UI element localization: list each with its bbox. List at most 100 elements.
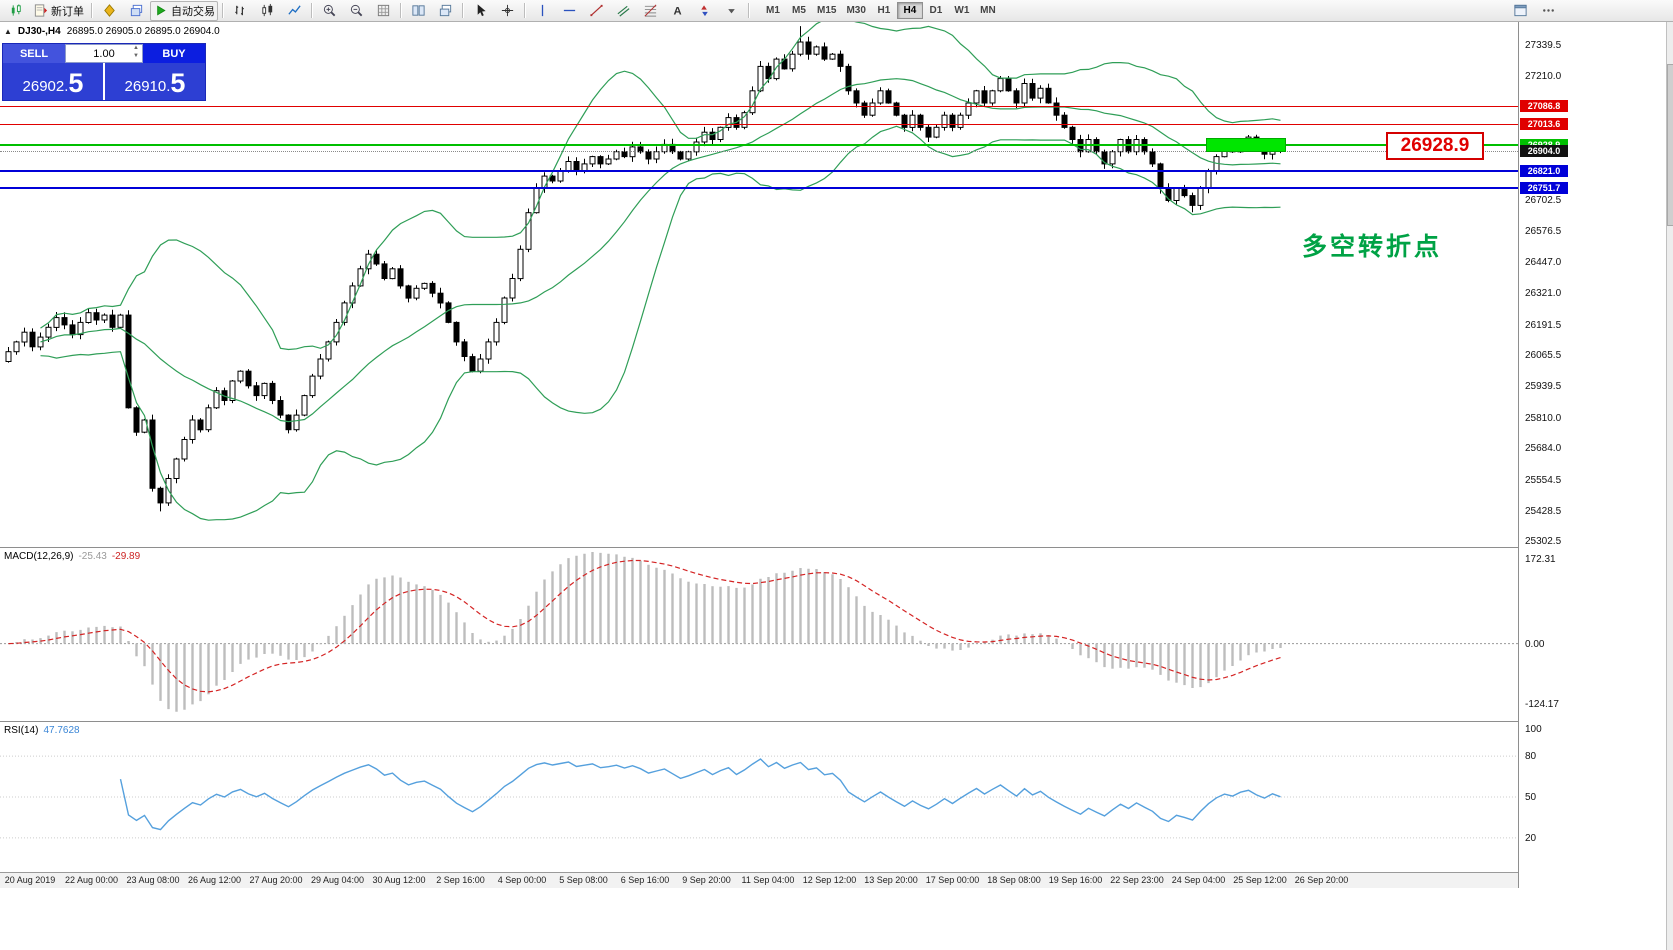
candle-chart-button[interactable] bbox=[254, 1, 280, 21]
autotrade-button[interactable]: 自动交易 bbox=[150, 0, 218, 21]
time-label: 17 Sep 00:00 bbox=[925, 875, 980, 885]
vertical-scrollbar[interactable] bbox=[1666, 22, 1673, 950]
price-badge-26751.7: 26751.7 bbox=[1520, 181, 1568, 194]
new-window-button[interactable] bbox=[1507, 1, 1533, 21]
bar-chart-button[interactable] bbox=[227, 1, 253, 21]
time-label: 12 Sep 12:00 bbox=[802, 875, 857, 885]
sell-price-main: 26902. bbox=[22, 78, 69, 95]
horizontal-line-button[interactable] bbox=[556, 1, 582, 21]
toolbar-separator bbox=[91, 3, 92, 18]
volume-up-button[interactable]: ▲ bbox=[133, 45, 139, 51]
time-label: 23 Aug 08:00 bbox=[126, 875, 180, 885]
text-label-button[interactable] bbox=[664, 1, 690, 21]
price-tick: 27339.5 bbox=[1525, 39, 1562, 51]
zoom-out-icon bbox=[349, 3, 364, 18]
diamond-icon bbox=[102, 3, 117, 18]
rsi-axis-tick: 50 bbox=[1525, 792, 1537, 803]
price-tick: 25302.5 bbox=[1525, 536, 1562, 548]
volume-down-button[interactable]: ▼ bbox=[133, 53, 139, 59]
horizontal-line-27013.6[interactable] bbox=[0, 123, 1518, 125]
chart-windows-button[interactable] bbox=[123, 1, 149, 21]
price-axis[interactable]: 27339.5 27210.0 26702.5 26576.5 26447.0 26321… bbox=[1518, 22, 1666, 888]
toolbar-more-button[interactable] bbox=[1535, 1, 1561, 21]
text-icon bbox=[670, 3, 685, 18]
macd-label: MACD(12,26,9) -25.43 -29.89 bbox=[4, 551, 140, 562]
ohlc-values: 26895.0 26905.0 26895.0 26904.0 bbox=[66, 26, 220, 37]
symbols-button[interactable] bbox=[96, 1, 122, 21]
volume-spinner: ▲ ▼ bbox=[131, 45, 141, 61]
new-order-label: 新订单 bbox=[51, 5, 84, 18]
arrow-objects-button[interactable] bbox=[691, 1, 717, 21]
panel-separator[interactable] bbox=[0, 721, 1666, 722]
equidistant-channel-button[interactable] bbox=[610, 1, 636, 21]
price-tick: 26576.5 bbox=[1525, 225, 1562, 237]
panel-separator[interactable] bbox=[0, 547, 1666, 548]
trendline-button[interactable] bbox=[583, 1, 609, 21]
price-badge-27086.8: 27086.8 bbox=[1520, 100, 1568, 113]
hline-icon bbox=[562, 3, 577, 18]
timeframe-m5-button[interactable]: M5 bbox=[792, 5, 806, 16]
time-label: 2 Sep 16:00 bbox=[436, 875, 485, 885]
price-badge-27013.6: 27013.6 bbox=[1520, 118, 1568, 130]
horizontal-line-26751.7[interactable] bbox=[0, 186, 1518, 189]
timeframe-d1-button[interactable]: D1 bbox=[929, 5, 943, 16]
time-label: 22 Aug 00:00 bbox=[64, 875, 119, 885]
new-chart-button[interactable] bbox=[3, 1, 29, 21]
sell-button[interactable]: SELL bbox=[3, 44, 65, 63]
time-axis[interactable]: 20 Aug 2019 22 Aug 00:00 23 Aug 08:00 26 Au… bbox=[0, 872, 1666, 888]
zoom-in-button[interactable] bbox=[316, 1, 342, 21]
scrollbar-thumb[interactable] bbox=[1667, 64, 1673, 226]
buy-price-big-digit: 5 bbox=[170, 68, 186, 98]
price-divider bbox=[103, 63, 105, 100]
cursor-icon bbox=[473, 3, 488, 18]
tile-windows-button[interactable] bbox=[405, 1, 431, 21]
candles-icon bbox=[260, 3, 275, 18]
horizontal-line-26821.0[interactable] bbox=[0, 170, 1518, 172]
time-label: 9 Sep 20:00 bbox=[682, 875, 731, 885]
toolbar-separator bbox=[748, 3, 749, 18]
crosshair-button[interactable] bbox=[494, 1, 520, 21]
price-tick: 26191.5 bbox=[1525, 319, 1562, 331]
horizontal-line-26928.9[interactable] bbox=[0, 143, 1518, 146]
timeframe-m1-button[interactable]: M1 bbox=[766, 5, 780, 16]
objects-list-button[interactable] bbox=[718, 1, 744, 21]
window-icon bbox=[1513, 3, 1528, 18]
buy-button[interactable]: BUY bbox=[143, 44, 205, 63]
buy-price-main: 26910. bbox=[124, 78, 171, 95]
timeframe-h1-button[interactable]: H1 bbox=[877, 5, 891, 16]
cursor-button[interactable] bbox=[467, 1, 493, 21]
fibonacci-button[interactable] bbox=[637, 1, 663, 21]
horizontal-line-27086.8[interactable] bbox=[0, 105, 1518, 107]
sell-price[interactable]: 26902. 5 bbox=[3, 63, 103, 100]
zoom-out-button[interactable] bbox=[343, 1, 369, 21]
rsi-axis-tick: 100 bbox=[1525, 723, 1542, 735]
chart-title: ▲ DJ30-,H4 26895.0 26905.0 26895.0 26904… bbox=[4, 26, 220, 37]
new-order-button[interactable]: 新订单 bbox=[30, 1, 87, 21]
highlight-rectangle[interactable] bbox=[1206, 137, 1286, 152]
timeframe-h4-button[interactable]: H4 bbox=[896, 2, 923, 19]
toolbar: 新订单 自动交易 M1 M5 M15 M30 H1 H4 D1 W1 MN bbox=[0, 0, 1673, 22]
chart-area[interactable]: ▲ DJ30-,H4 26895.0 26905.0 26895.0 26904… bbox=[0, 22, 1673, 950]
buy-price[interactable]: 26910. 5 bbox=[105, 63, 205, 100]
line-icon bbox=[287, 3, 302, 18]
vertical-line-button[interactable] bbox=[529, 1, 555, 21]
grid-button[interactable] bbox=[370, 1, 396, 21]
toolbar-main-group: 新订单 自动交易 bbox=[0, 0, 752, 21]
current-price-badge: 26904.0 bbox=[1520, 144, 1568, 157]
price-level-flag[interactable]: 26928.9 bbox=[1386, 131, 1484, 160]
macd-axis-tick: 172.31 bbox=[1525, 554, 1556, 566]
timeframe-m30-button[interactable]: M30 bbox=[846, 5, 866, 16]
timeframe-m15-button[interactable]: M15 bbox=[817, 5, 837, 16]
cascade-windows-button[interactable] bbox=[432, 1, 458, 21]
line-chart-button[interactable] bbox=[281, 1, 307, 21]
time-label: 29 Aug 04:00 bbox=[310, 875, 365, 885]
timeframe-w1-button[interactable]: W1 bbox=[954, 5, 970, 16]
price-tick: 25810.0 bbox=[1525, 412, 1562, 424]
volume-field[interactable]: 1.00 ▲ ▼ bbox=[65, 44, 143, 63]
timeframe-mn-button[interactable]: MN bbox=[980, 5, 996, 16]
macd-indicator bbox=[0, 552, 1518, 712]
turning-point-annotation[interactable]: 多空转折点 bbox=[1302, 233, 1443, 261]
collapse-panel-icon[interactable]: ▲ bbox=[4, 27, 12, 36]
time-label: 18 Sep 08:00 bbox=[987, 875, 1041, 885]
bars-icon bbox=[233, 3, 248, 18]
